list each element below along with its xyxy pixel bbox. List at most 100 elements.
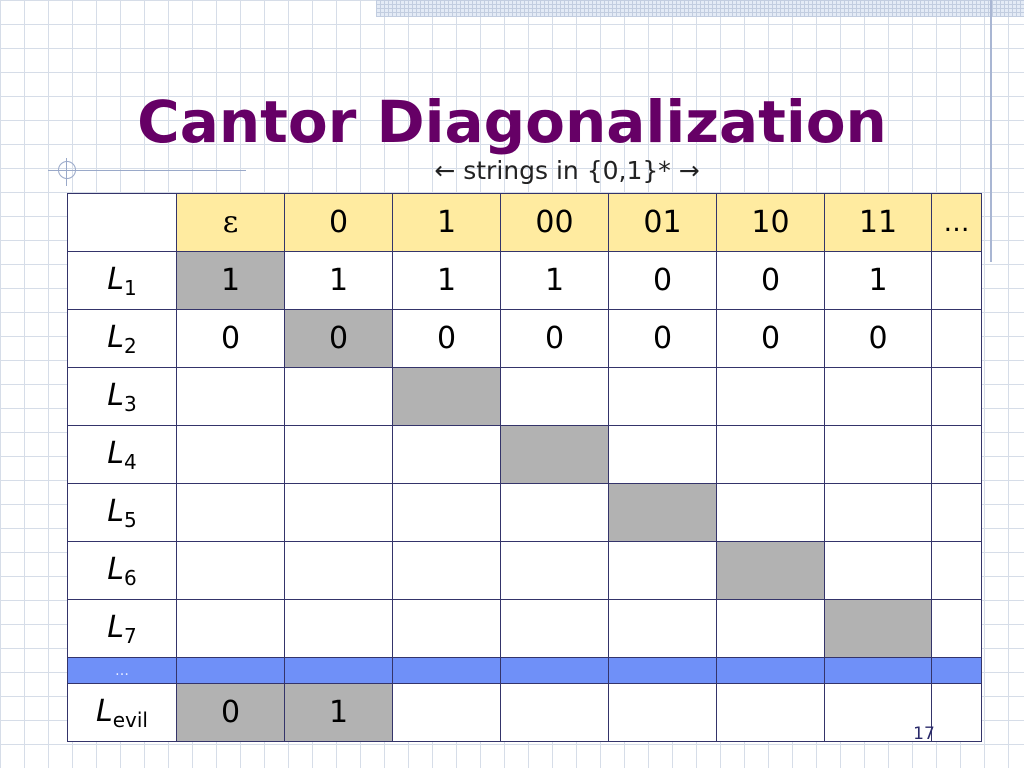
table-cell: [500, 425, 609, 484]
table-cell: 0: [608, 251, 717, 310]
table-cell: [284, 599, 393, 658]
header-row: ε 0 1 00 01 10 11…: [67, 193, 982, 252]
row-label-letter: L: [107, 319, 124, 355]
ellipsis-cell: [392, 657, 501, 684]
table-row: L5: [67, 483, 982, 542]
ellipsis-cell: [608, 657, 717, 684]
ellipsis-cell: [176, 657, 285, 684]
ellipsis-cell: [500, 657, 609, 684]
table-cell: [716, 541, 825, 600]
row-label-letter: L: [107, 493, 124, 529]
table-cell: [824, 541, 932, 600]
table-cell: [284, 425, 393, 484]
row-label: L1: [67, 251, 177, 310]
table-cell: 0: [500, 309, 609, 368]
table-cell: [608, 367, 717, 426]
table-cell: 1: [284, 251, 393, 310]
table-cell: 1: [500, 251, 609, 310]
title-decoration-tick: [66, 158, 67, 186]
table-cell: [284, 367, 393, 426]
row-label-letter: L: [107, 435, 124, 471]
table-cell: [500, 599, 609, 658]
evil-cell: 0: [176, 683, 285, 742]
evil-label-subscript: evil: [112, 707, 148, 732]
row-label-subscript: 6: [123, 565, 137, 590]
evil-cell: [500, 683, 609, 742]
ellipsis-row: …: [67, 657, 982, 684]
evil-label: Levil: [67, 683, 177, 742]
table-cell: [392, 425, 501, 484]
ellipsis-cell: [824, 657, 932, 684]
evil-cell: 1: [284, 683, 393, 742]
table-cell: 0: [824, 309, 932, 368]
table-cell: [824, 599, 932, 658]
ellipsis-cell: [284, 657, 393, 684]
page-number: 17: [913, 724, 935, 744]
table-cell: 0: [716, 309, 825, 368]
table-cell: [824, 483, 932, 542]
table-cell: 0: [392, 309, 501, 368]
row-label: L6: [67, 541, 177, 600]
table-cell: 0: [608, 309, 717, 368]
row-label-letter: L: [107, 609, 124, 645]
row-label-subscript: 7: [123, 623, 137, 648]
title-decoration-line: [48, 170, 246, 171]
table-cell: 0: [716, 251, 825, 310]
row-label-subscript: 2: [123, 333, 137, 358]
table-cell: [176, 599, 285, 658]
table-cell: [716, 483, 825, 542]
table-cell: [176, 483, 285, 542]
header-cell: 01: [608, 193, 717, 252]
table-cell: 1: [176, 251, 285, 310]
evil-cell: [608, 683, 717, 742]
table-cell: 1: [392, 251, 501, 310]
ellipsis-cell: [716, 657, 825, 684]
table-cell: [284, 483, 393, 542]
table-cell: [931, 367, 982, 426]
table-cell: [392, 599, 501, 658]
slide-subtitle: ← strings in {0,1}* →: [434, 156, 700, 185]
row-label-letter: L: [107, 261, 124, 297]
row-label-subscript: 3: [123, 391, 137, 416]
header-cell: 11: [824, 193, 932, 252]
ellipsis-label: …: [67, 657, 177, 684]
table-row: L6: [67, 541, 982, 600]
evil-label-letter: L: [96, 693, 113, 729]
table-cell: [608, 483, 717, 542]
evil-cell: [824, 683, 932, 742]
table-cell: [608, 541, 717, 600]
header-cell: …: [931, 193, 982, 252]
title-decoration-circle: [58, 161, 76, 179]
table-cell: [931, 251, 982, 310]
table-cell: [824, 367, 932, 426]
row-label: L7: [67, 599, 177, 658]
row-label-subscript: 1: [123, 275, 137, 300]
evil-cell: [716, 683, 825, 742]
table-cell: [500, 367, 609, 426]
header-cell: 1: [392, 193, 501, 252]
table-cell: [608, 599, 717, 658]
table-cell: [931, 309, 982, 368]
table-cell: [716, 367, 825, 426]
header-cell: ε: [176, 193, 285, 252]
table-cell: [931, 541, 982, 600]
row-label: L5: [67, 483, 177, 542]
table-cell: 0: [176, 309, 285, 368]
table-row: L7: [67, 599, 982, 658]
corner-cell: [67, 193, 177, 252]
table-cell: [176, 367, 285, 426]
row-label: L4: [67, 425, 177, 484]
row-label-letter: L: [107, 377, 124, 413]
table-cell: [392, 367, 501, 426]
row-label: L3: [67, 367, 177, 426]
table-row: L2 0 0 0 0 0 0 0: [67, 309, 982, 368]
header-cell: 0: [284, 193, 393, 252]
right-decoration-line: [990, 0, 992, 262]
table-cell: [500, 483, 609, 542]
evil-cell: [931, 683, 982, 742]
table-row: L1 1 1 1 1 0 0 1: [67, 251, 982, 310]
table-cell: [176, 425, 285, 484]
table-cell: [716, 425, 825, 484]
table-cell: [392, 541, 501, 600]
table-cell: [931, 425, 982, 484]
